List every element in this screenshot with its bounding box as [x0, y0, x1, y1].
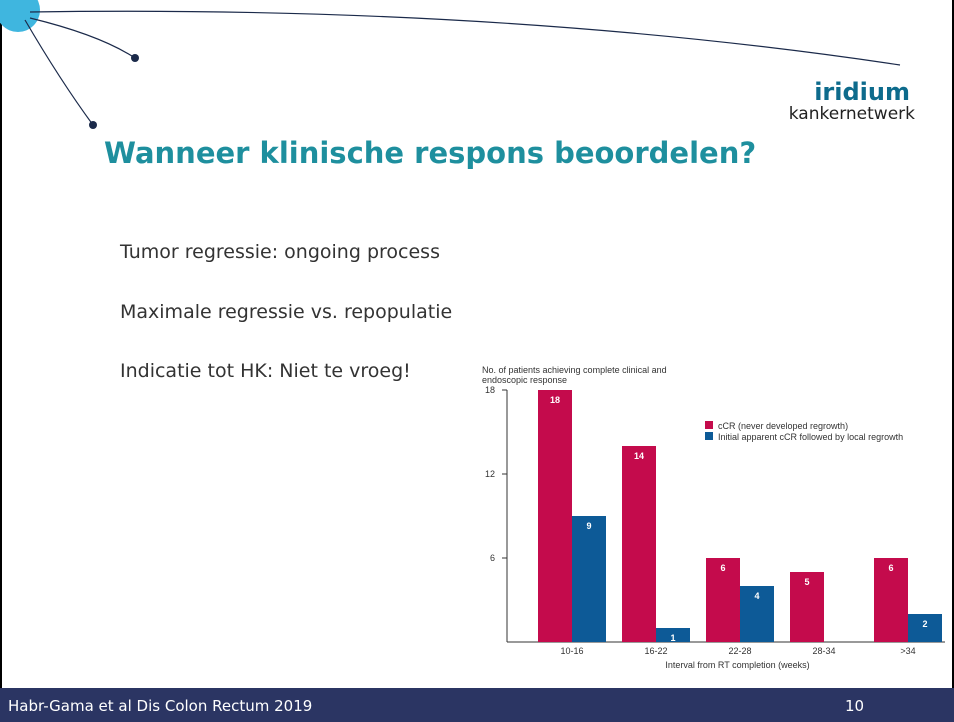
- chart: No. of patients achieving complete clini…: [482, 365, 945, 670]
- x-tick-label: 22-28: [728, 646, 751, 656]
- y-axis-label: endoscopic response: [482, 375, 567, 385]
- footer-bar: [0, 688, 954, 722]
- bar-value-label: 2: [922, 619, 927, 629]
- x-tick-label: 28-34: [812, 646, 835, 656]
- bar: [740, 586, 774, 642]
- bar: [572, 516, 606, 642]
- page-number: 10: [845, 697, 864, 715]
- y-tick-label: 18: [485, 385, 495, 395]
- deco-dot: [131, 54, 139, 62]
- bar-value-label: 6: [888, 563, 893, 573]
- bar: [622, 446, 656, 642]
- deco-line: [24, 19, 94, 126]
- slide-title: Wanneer klinische respons beoordelen?: [104, 136, 756, 170]
- logo-swirl: [0, 0, 40, 32]
- deco-dot: [89, 121, 97, 129]
- bullet: Maximale regressie vs. repopulatie: [120, 301, 452, 323]
- y-axis-label: No. of patients achieving complete clini…: [482, 365, 667, 375]
- y-tick-label: 12: [485, 469, 495, 479]
- legend-label: Initial apparent cCR followed by local r…: [718, 432, 903, 442]
- bar: [908, 614, 942, 642]
- bar-value-label: 18: [550, 395, 560, 405]
- x-tick-label: 16-22: [644, 646, 667, 656]
- bar-value-label: 1: [670, 633, 675, 643]
- bar-value-label: 5: [804, 577, 809, 587]
- bar: [790, 572, 824, 642]
- x-axis-label: Interval from RT completion (weeks): [665, 660, 809, 670]
- bar: [706, 558, 740, 642]
- x-tick-label: 10-16: [560, 646, 583, 656]
- legend-label: cCR (never developed regrowth): [718, 421, 848, 431]
- bar: [538, 390, 572, 642]
- bar: [874, 558, 908, 642]
- x-tick-label: >34: [900, 646, 915, 656]
- bar-value-label: 6: [720, 563, 725, 573]
- deco-line: [29, 10, 901, 66]
- logo-subtitle: kankernetwerk: [789, 104, 915, 124]
- bar: [656, 628, 690, 642]
- bar-value-label: 4: [754, 591, 759, 601]
- logo-name: iridium: [814, 78, 910, 106]
- bullet: Tumor regressie: ongoing process: [119, 241, 440, 263]
- y-tick-label: 6: [490, 553, 495, 563]
- deco-line: [29, 17, 136, 59]
- footer-citation: Habr-Gama et al Dis Colon Rectum 2019: [8, 697, 312, 715]
- legend-swatch: [705, 421, 713, 429]
- bar-value-label: 14: [634, 451, 644, 461]
- bar-value-label: 9: [586, 521, 591, 531]
- legend-swatch: [705, 432, 713, 440]
- bullet: Indicatie tot HK: Niet te vroeg!: [120, 360, 411, 382]
